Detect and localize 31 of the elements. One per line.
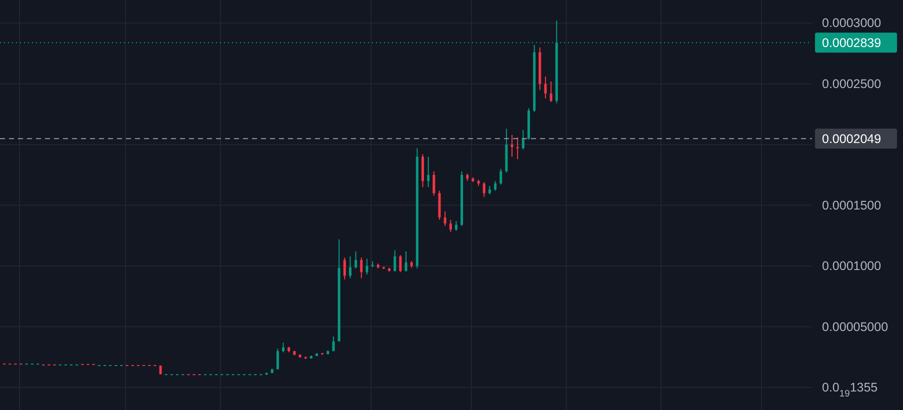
candlestick: [444, 210, 446, 226]
candlestick: [494, 180, 497, 192]
candlestick: [550, 80, 552, 103]
candlestick: [399, 254, 402, 273]
candlestick: [482, 182, 486, 198]
candlestick: [394, 250, 396, 272]
ref-line-label: 0.0002049: [822, 132, 882, 146]
candlestick: [360, 257, 363, 279]
ref-line-label: 0.0002839: [822, 36, 882, 50]
candlestick: [354, 250, 358, 269]
y-tick-label: 0.0002500: [822, 76, 882, 91]
candlestick: [500, 168, 502, 186]
y-tick-label: 0.0$_{19}$1355: [822, 380, 878, 399]
candlestick: [332, 336, 335, 352]
candlestick: [544, 76, 547, 99]
y-tick-label: 0.0001000: [822, 259, 882, 274]
candlestick: [366, 258, 368, 276]
candlestick: [510, 134, 514, 158]
y-tick-label: 0.00005000: [822, 320, 888, 334]
candlestick: [404, 250, 408, 272]
candlestick: [454, 220, 458, 232]
candlestick: [282, 342, 285, 353]
candlestick: [449, 219, 452, 233]
candlestick: [522, 129, 524, 150]
candlestick: [432, 170, 436, 196]
candlestick: [343, 257, 346, 280]
candlestick: [348, 256, 352, 279]
candlestick: [276, 348, 279, 370]
candlestick: [427, 156, 430, 188]
y-tick-label: 0.0003000: [822, 16, 882, 30]
y-tick-label: 0.0001500: [822, 198, 882, 212]
